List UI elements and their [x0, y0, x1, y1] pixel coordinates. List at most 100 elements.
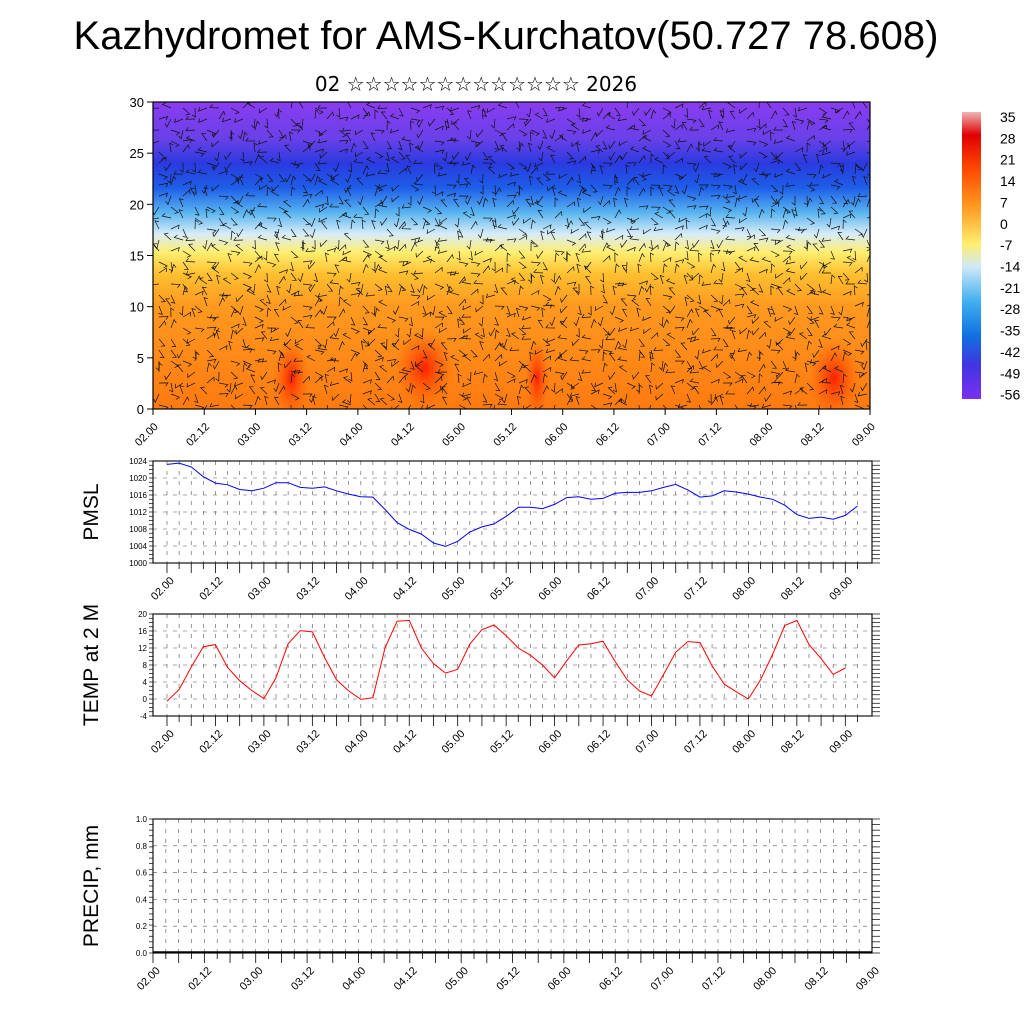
wind-barb	[830, 162, 841, 168]
wind-barb	[670, 118, 676, 129]
wind-barb	[578, 184, 588, 192]
wind-barb	[414, 332, 424, 340]
wind-barb	[734, 293, 745, 298]
wind-barb	[437, 172, 448, 177]
wind-barb	[818, 124, 828, 131]
wind-barb	[228, 340, 233, 351]
y-tick-label: 16	[138, 627, 147, 636]
wind-barb	[362, 253, 370, 263]
wind-barb	[168, 382, 174, 393]
wind-barb	[758, 237, 769, 242]
wind-barb	[218, 195, 229, 201]
wind-barb	[797, 106, 808, 112]
wind-barb	[710, 217, 717, 227]
wind-barb	[350, 114, 360, 120]
wind-barb	[626, 186, 631, 196]
wind-barb	[530, 129, 540, 137]
wind-barb	[722, 326, 733, 331]
wind-barb	[734, 227, 745, 232]
wind-barb	[446, 285, 453, 296]
x-tick-label: 09.00	[854, 965, 882, 993]
wind-barb	[614, 263, 620, 274]
wind-barb	[718, 121, 724, 131]
colorbar-label: 0	[1000, 216, 1008, 232]
wind-barb	[492, 197, 497, 208]
wind-barb	[533, 269, 544, 274]
wind-barb	[362, 404, 368, 409]
wind-barb	[230, 173, 240, 181]
wind-barb	[785, 234, 796, 241]
wind-barb	[176, 364, 184, 373]
wind-barb	[158, 151, 167, 160]
wind-barb	[242, 360, 253, 367]
wind-barb	[230, 272, 239, 280]
wind-barb	[767, 307, 772, 318]
wind-barb	[563, 250, 568, 261]
wind-barb	[713, 279, 724, 285]
wind-barb	[350, 316, 356, 326]
colorbar-label: -21	[1000, 280, 1020, 296]
wind-barb	[338, 212, 347, 219]
wind-barb	[791, 120, 797, 131]
wind-barb	[254, 323, 264, 329]
wind-barb	[379, 365, 388, 373]
wind-barb	[818, 107, 828, 115]
y-tick-label: 12	[138, 644, 147, 653]
wind-barb	[866, 404, 870, 408]
wind-barb	[422, 311, 432, 318]
wind-barb	[734, 197, 740, 208]
wind-barb	[314, 376, 323, 384]
wind-barb	[797, 401, 808, 406]
wind-barb	[318, 217, 328, 223]
wind-barb	[170, 307, 175, 318]
wind-barb	[620, 151, 628, 161]
wind-barb	[322, 338, 328, 349]
wind-barb	[837, 275, 844, 285]
wind-barb	[430, 305, 436, 316]
wind-barb	[293, 357, 304, 362]
wind-barb	[559, 320, 568, 329]
wind-barb	[498, 343, 508, 351]
wind-barb	[266, 283, 272, 293]
wind-barb	[758, 123, 767, 131]
wind-barb	[773, 379, 784, 384]
wind-barb	[813, 228, 820, 239]
wind-barb	[455, 173, 460, 184]
wind-barb	[257, 234, 268, 241]
wind-barb	[662, 239, 671, 247]
wind-barb	[365, 102, 376, 109]
wind-barb	[566, 160, 577, 165]
wind-barb	[266, 307, 272, 318]
wind-barb	[722, 217, 728, 227]
wind-barb	[758, 151, 768, 159]
wind-barb	[812, 243, 820, 252]
wind-barb	[725, 214, 736, 219]
wind-barb	[643, 327, 652, 335]
wind-barb	[374, 307, 380, 318]
wind-barb	[581, 117, 592, 122]
wind-barb	[782, 219, 789, 230]
wind-barb	[864, 272, 868, 283]
wind-barb	[674, 378, 684, 384]
wind-barb	[235, 327, 244, 335]
colorbar-label: -7	[1000, 237, 1013, 253]
wind-barb	[674, 157, 684, 164]
wind-barb	[446, 107, 455, 116]
y-axis-label: PRECIP, mm	[80, 825, 103, 947]
wind-barb	[206, 228, 217, 234]
wind-barb	[187, 371, 196, 379]
wind-barb	[758, 228, 767, 237]
wind-barb	[307, 261, 316, 270]
wind-barb	[290, 250, 299, 259]
wind-barb	[182, 228, 188, 238]
wind-barb	[842, 261, 853, 267]
wind-barb	[254, 337, 265, 342]
wind-barb	[278, 269, 288, 274]
wind-barb	[422, 349, 428, 359]
wind-barb	[464, 151, 472, 161]
wind-barb	[362, 206, 370, 215]
colorbar-label: -56	[1000, 387, 1020, 403]
wind-barb	[518, 129, 528, 137]
wind-barb	[470, 349, 478, 358]
wind-barb	[821, 289, 832, 296]
